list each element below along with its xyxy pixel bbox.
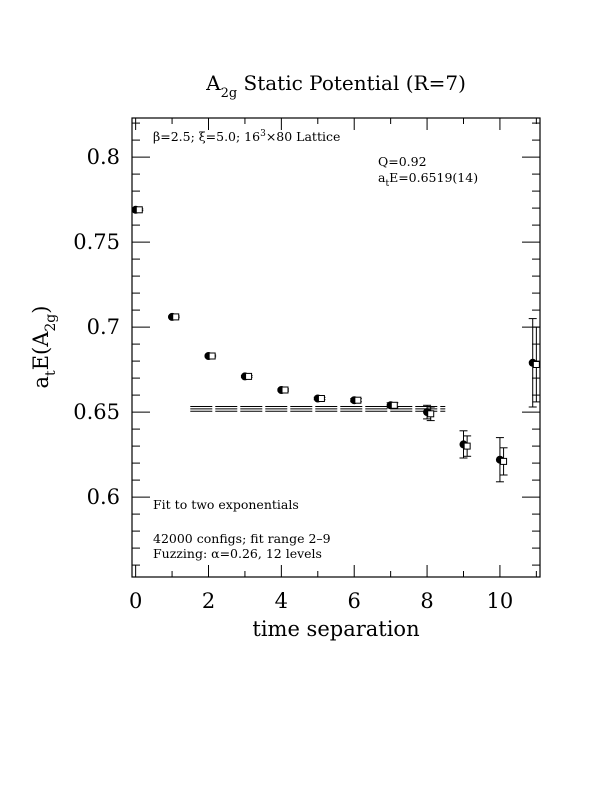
chart-title: A2g Static Potential (R=7) — [205, 71, 466, 101]
fit-type-annotation: Fit to two exponentials — [153, 497, 299, 512]
data-point-square — [463, 442, 471, 450]
y-tick-label: 0.75 — [73, 230, 120, 254]
data-point-square — [427, 410, 435, 418]
data-markers — [131, 205, 540, 465]
x-tick-label: 10 — [487, 589, 514, 613]
data-point-square — [245, 372, 253, 380]
data-point-square — [500, 457, 508, 465]
x-tick-label: 2 — [202, 589, 215, 613]
fit-result-annotation: atE=0.6519(14) — [378, 170, 478, 189]
q-value-annotation: Q=0.92 — [378, 154, 427, 169]
y-tick-label: 0.6 — [87, 485, 120, 509]
x-tick-label: 0 — [129, 589, 142, 613]
x-tick-label: 4 — [275, 589, 288, 613]
x-tick-label: 6 — [348, 589, 361, 613]
data-point-square — [135, 206, 143, 214]
x-axis-label: time separation — [252, 617, 419, 641]
axis-ticks — [132, 118, 540, 577]
plot-frame — [131, 117, 541, 578]
x-tick-label: 8 — [420, 589, 433, 613]
data-point-square — [354, 396, 362, 404]
configs-annotation: 42000 configs; fit range 2–9 — [153, 531, 331, 546]
fit-band — [190, 405, 446, 412]
data-point-square — [532, 361, 540, 368]
y-tick-label: 0.8 — [87, 145, 120, 169]
x-tick-labels: 0 2 4 6 8 10 — [129, 589, 513, 613]
data-point-square — [317, 395, 325, 402]
data-point-square — [172, 313, 180, 321]
y-axis-label: atE(A2g) — [29, 306, 59, 389]
y-tick-label: 0.65 — [73, 400, 120, 424]
y-tick-label: 0.7 — [87, 315, 120, 339]
data-point-square — [281, 386, 289, 394]
fuzzing-annotation: Fuzzing: α=0.26, 12 levels — [153, 546, 322, 561]
data-point-square — [390, 401, 398, 409]
data-point-square — [208, 352, 216, 360]
lattice-annotation: β=2.5; ξ=5.0; 163×80 Lattice — [153, 129, 340, 144]
y-tick-labels: 0.6 0.65 0.7 0.75 0.8 — [73, 145, 120, 509]
error-bars — [131, 208, 541, 483]
